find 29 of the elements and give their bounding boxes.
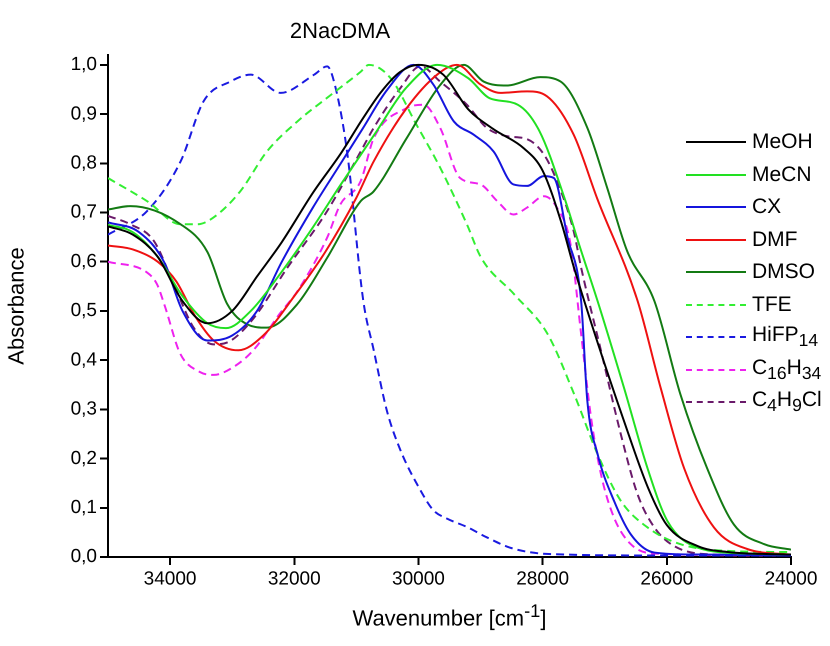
y-tick-label: 0,5 xyxy=(70,300,97,322)
legend-label: DMSO xyxy=(752,260,815,284)
y-tick-label: 0,4 xyxy=(70,349,98,370)
x-axis-title: Wavenumber [cm$^{-1}$] xyxy=(352,600,548,632)
x-tick-label: 28000 xyxy=(516,568,570,590)
y-tick-label: 0,2 xyxy=(70,448,97,469)
y-tick-label: 0,7 xyxy=(70,202,97,223)
y-tick-label: 0,1 xyxy=(70,497,97,518)
legend-label: CX xyxy=(752,195,782,220)
x-tick-label: 34000 xyxy=(144,568,197,590)
legend-label: MeOH xyxy=(752,130,813,154)
y-tick-label: 0,0 xyxy=(70,546,97,568)
x-tick-label: 24000 xyxy=(764,568,818,590)
y-tick-label: 0,6 xyxy=(70,250,97,272)
legend-label: C$_{4}$H$_{9}$Cl xyxy=(752,388,822,416)
y-axis-title: Absorbance xyxy=(3,247,28,365)
y-tick-label: 0,3 xyxy=(70,398,97,420)
legend-label: HiFP$_{14}$ xyxy=(752,323,818,352)
x-tick-label: 30000 xyxy=(392,568,445,590)
y-tick-label: 1,0 xyxy=(70,54,97,76)
legend-label: TFE xyxy=(752,292,792,317)
x-tick-label: 26000 xyxy=(640,568,694,590)
y-tick-label: 0,8 xyxy=(70,152,97,174)
legend-label: MeCN xyxy=(752,162,812,187)
legend-label: C$_{16}$H$_{34}$ xyxy=(752,356,822,384)
x-tick-label: 32000 xyxy=(268,568,321,590)
legend-label: DMF xyxy=(752,228,798,252)
chart-title: 2NacDMA xyxy=(288,18,392,44)
y-tick-label: 0,9 xyxy=(70,103,97,124)
